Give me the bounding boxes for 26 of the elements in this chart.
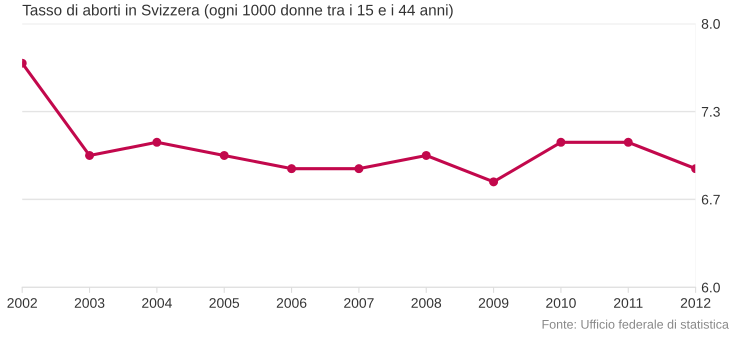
point	[354, 164, 364, 174]
x-tick-label: 2010	[546, 298, 576, 308]
source-note: Fonte: Ufficio federale di statistica	[542, 320, 729, 329]
x-tick-label: 2007	[344, 298, 374, 308]
x-tick-label: 2011	[614, 298, 643, 308]
point	[220, 150, 229, 160]
y-tick-label: 7.3	[702, 106, 720, 117]
point	[85, 150, 94, 160]
point	[152, 138, 162, 147]
chart-title: Tasso di aborti in Svizzera (ogni 1000 donne tra i 15 e i 44 anni)	[22, 4, 453, 18]
point	[556, 138, 566, 147]
point	[422, 150, 431, 160]
x-tick-label: 2002	[7, 298, 37, 308]
x-tick-label: 2003	[74, 298, 104, 308]
x-tick-label: 2005	[209, 298, 240, 308]
y-tick-label: 6.0	[702, 282, 720, 292]
y-tick-label: 6.7	[702, 194, 720, 205]
point	[287, 164, 296, 174]
y-tick-label: 8.0	[702, 18, 720, 29]
point	[489, 177, 498, 186]
x-tick-label: 2006	[276, 298, 306, 308]
x-tick-label: 2009	[478, 298, 508, 308]
x-tick-label: 2012	[680, 298, 710, 308]
x-tick-label: 2008	[411, 298, 442, 308]
point	[624, 138, 633, 147]
x-tick-label: 2004	[142, 298, 172, 308]
